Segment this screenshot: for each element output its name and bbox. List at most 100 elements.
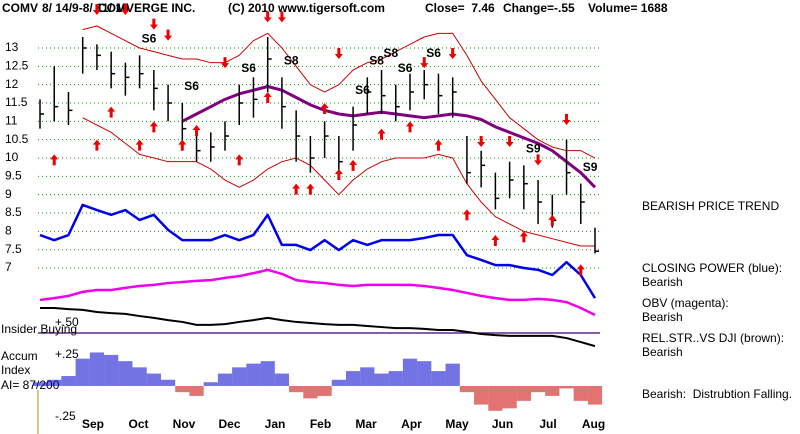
x-tick-label: Nov xyxy=(173,417,196,431)
rel_strength-line xyxy=(40,306,596,348)
accum-bar xyxy=(431,371,446,386)
accum-bar xyxy=(160,379,176,386)
company: COMVERGE INC. xyxy=(98,1,195,15)
buy-arrow xyxy=(92,139,101,151)
x-tick-label: Jul xyxy=(539,417,556,431)
accum-bar xyxy=(89,352,105,386)
accum-bar xyxy=(289,385,304,393)
upper_band-line xyxy=(82,25,596,159)
signal-label: S6 xyxy=(241,61,256,75)
buy-arrow xyxy=(306,183,315,195)
accum-bar xyxy=(488,385,503,411)
note: Bearish xyxy=(642,275,683,289)
signal-label: S6 xyxy=(142,32,157,46)
sell-arrow xyxy=(277,11,286,23)
y-tick-label: 7.5 xyxy=(5,242,22,256)
buy-arrow xyxy=(406,121,414,133)
accum-bar xyxy=(516,385,531,401)
signal-label: S6 xyxy=(398,61,413,75)
accum-bar xyxy=(47,379,62,386)
buy-arrow xyxy=(292,183,301,195)
signal-label: S8 xyxy=(284,54,299,68)
note: REL.STR..VS DJI (brown): xyxy=(642,331,784,345)
signal-label: S9 xyxy=(583,160,598,174)
accum-bar xyxy=(118,361,133,386)
accum-bar xyxy=(61,376,76,386)
accum-bar xyxy=(146,373,161,386)
buy-arrow xyxy=(235,154,244,166)
sell-arrow xyxy=(121,4,130,16)
closing_power-line xyxy=(39,203,597,299)
y-tick-label: 10 xyxy=(5,150,19,164)
buy-arrow xyxy=(519,231,528,243)
accum-bar xyxy=(559,385,574,389)
lower_band-line xyxy=(82,117,595,247)
note: Bearish: Distrubtion Falling. xyxy=(642,387,792,401)
buy-arrow xyxy=(434,139,443,151)
accum-bar xyxy=(331,379,346,386)
y-tick-label: 7 xyxy=(5,260,12,274)
buy-arrow xyxy=(50,154,59,166)
accum-bar xyxy=(203,382,218,386)
y-tick-label: 12 xyxy=(5,77,19,91)
x-tick-label: Sep xyxy=(82,417,104,431)
buy-arrow xyxy=(462,209,471,221)
x-tick-label: Aug xyxy=(582,417,605,431)
insider-label: Insider Buying xyxy=(1,322,77,336)
accum-bar xyxy=(189,385,204,396)
x-tick-label: Apr xyxy=(401,417,422,431)
y-tick-label: 9 xyxy=(5,187,12,201)
buy-arrow xyxy=(107,106,116,118)
signal-label: S6 xyxy=(355,83,370,97)
sell-arrow xyxy=(420,57,429,69)
accum-bar xyxy=(104,354,119,386)
note: CLOSING POWER (blue): xyxy=(642,261,782,275)
insider-level: +.50 xyxy=(55,315,79,329)
signal-label: S8 xyxy=(384,46,399,60)
accum-bar xyxy=(402,358,418,386)
accum-bar xyxy=(360,367,375,386)
x-tick-label: May xyxy=(445,417,469,431)
accum-bar xyxy=(502,385,517,409)
buy-arrow xyxy=(349,159,358,171)
sell-arrow xyxy=(92,4,101,16)
buy-arrow xyxy=(320,103,329,115)
accum-bar xyxy=(388,371,403,386)
buy-arrow xyxy=(149,121,158,133)
y-tick-label: 8.5 xyxy=(5,205,22,219)
accum-bar xyxy=(260,361,275,386)
x-tick-label: Jun xyxy=(492,417,513,431)
accum-bar xyxy=(217,373,233,386)
buy-arrow xyxy=(377,128,386,140)
buy-arrow xyxy=(192,125,201,137)
accum-bar xyxy=(417,361,432,386)
sell-arrow xyxy=(334,48,343,60)
buy-arrow xyxy=(576,264,585,276)
y-tick-label: 10.5 xyxy=(5,132,29,146)
y-tick-label: 12.5 xyxy=(5,59,29,73)
accum-bar xyxy=(573,385,588,401)
x-tick-label: Jan xyxy=(265,417,286,431)
sell-arrow xyxy=(263,11,272,23)
change-text: Change=-.55 xyxy=(503,1,575,15)
note: BEARISH PRICE TREND xyxy=(642,199,779,213)
accum-bar xyxy=(459,385,475,393)
buy-arrow xyxy=(178,139,187,151)
accum-bar xyxy=(374,373,389,386)
x-tick-label: Feb xyxy=(310,417,331,431)
accum-bar xyxy=(345,371,361,386)
sell-arrow xyxy=(448,48,457,60)
signal-label: S8 xyxy=(369,54,384,68)
accum-title: Index xyxy=(1,363,30,377)
accum-bar xyxy=(587,385,603,405)
close-text: Close= 7.46 xyxy=(425,1,495,15)
buy-arrow xyxy=(263,92,272,104)
sell-arrow xyxy=(562,114,571,126)
buy-arrow xyxy=(334,169,343,181)
accum-bar xyxy=(445,363,460,386)
accum-bar xyxy=(474,385,489,405)
signal-label: S6 xyxy=(426,46,441,60)
sell-arrow xyxy=(164,29,173,41)
